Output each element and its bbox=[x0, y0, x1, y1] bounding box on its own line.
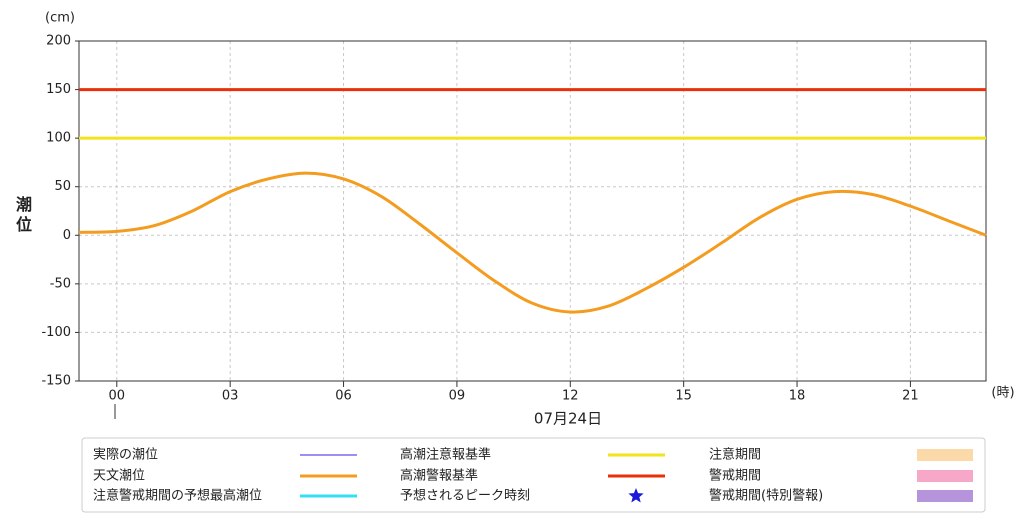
y-tick-label: 150 bbox=[46, 82, 71, 97]
legend-label: 実際の潮位 bbox=[93, 447, 158, 463]
legend-label: 高潮注意報基準 bbox=[400, 447, 491, 463]
x-tick-label: 21 bbox=[902, 389, 919, 404]
x-unit: (時) bbox=[991, 386, 1014, 401]
date-label: 07月24日 bbox=[534, 410, 602, 428]
y-unit: (cm) bbox=[45, 11, 75, 26]
x-tick-label: 00 bbox=[109, 389, 126, 404]
x-tick-label: 09 bbox=[449, 389, 466, 404]
legend-swatch bbox=[917, 449, 973, 461]
legend-box bbox=[81, 437, 986, 513]
legend-swatch bbox=[917, 470, 973, 482]
x-tick-label: 18 bbox=[789, 389, 806, 404]
x-tick-label: 15 bbox=[675, 389, 692, 404]
y-tick-label: 50 bbox=[54, 179, 71, 194]
legend-label: 注意期間 bbox=[709, 447, 761, 463]
legend-label: 警戒期間 bbox=[709, 468, 761, 484]
x-tick-label: 03 bbox=[222, 389, 239, 404]
y-tick-label: 100 bbox=[46, 131, 71, 146]
legend-label: 予想されるピーク時刻 bbox=[400, 488, 530, 504]
legend-label: 警戒期間(特別警報) bbox=[709, 488, 823, 504]
tide-line bbox=[78, 171, 987, 314]
y-tick-label: 0 bbox=[63, 228, 71, 243]
legend-label: 天文潮位 bbox=[93, 469, 145, 484]
legend-swatch bbox=[917, 490, 973, 502]
y-tick-label: 200 bbox=[46, 34, 71, 49]
x-tick-label: 12 bbox=[562, 389, 579, 404]
y-axis-label: 潮位 bbox=[16, 195, 32, 234]
x-tick-label: 06 bbox=[335, 389, 352, 404]
legend-swatch bbox=[628, 488, 644, 503]
y-tick-label: -50 bbox=[50, 276, 71, 291]
legend-label: 注意警戒期間の予想最高潮位 bbox=[93, 488, 262, 504]
y-tick-label: -150 bbox=[41, 374, 71, 389]
plot-frame bbox=[78, 40, 987, 382]
legend-label: 高潮警報基準 bbox=[400, 468, 478, 484]
y-tick-label: -100 bbox=[41, 325, 71, 340]
